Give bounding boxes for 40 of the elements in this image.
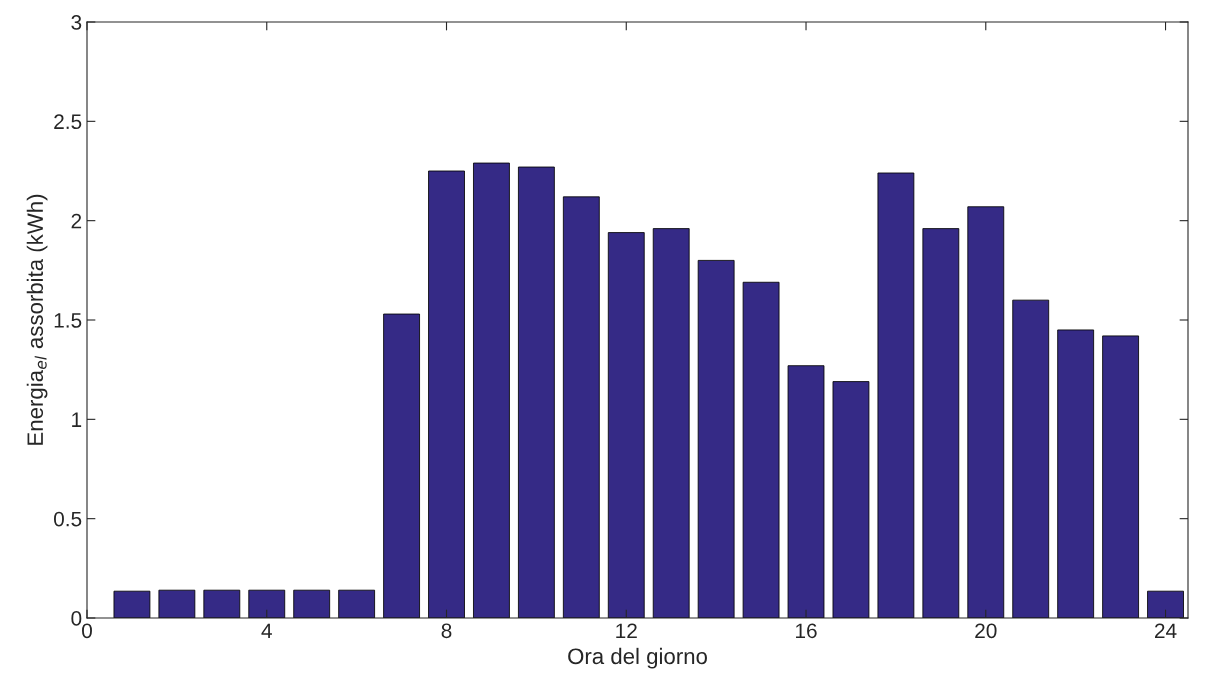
x-tick-label: 8 <box>441 623 452 639</box>
y-axis-title: Energia$_{el}$ assorbita (kWh) <box>26 194 48 445</box>
y-tick-label: 0.5 <box>53 511 82 527</box>
bar <box>158 589 196 618</box>
y-tick-label: 2.5 <box>54 114 82 130</box>
x-tick-label: 0 <box>82 623 92 639</box>
bar <box>383 313 420 618</box>
bar <box>1102 335 1139 618</box>
bar <box>607 232 645 618</box>
bar <box>742 281 780 618</box>
bar <box>517 166 555 618</box>
y-tick-label: 1 <box>72 412 82 427</box>
bar <box>1057 329 1095 618</box>
bar <box>1147 590 1184 618</box>
bar <box>113 590 151 618</box>
bar <box>967 206 1005 618</box>
bar <box>1012 299 1050 618</box>
y-tick-label: 0 <box>71 611 82 626</box>
bar <box>787 365 825 618</box>
bar <box>832 381 870 618</box>
x-tick-label: 20 <box>975 623 997 639</box>
x-tick-label: 16 <box>796 623 817 639</box>
bar <box>697 259 735 618</box>
bar <box>293 589 331 618</box>
x-axis-title: Ora del giorno <box>568 647 707 669</box>
bar <box>877 172 915 618</box>
x-tick-label: 12 <box>616 623 637 638</box>
bar <box>248 589 286 618</box>
y-tick-label: 2 <box>71 213 82 229</box>
bar <box>338 589 376 618</box>
bar <box>203 589 241 618</box>
y-tick-label: 1.5 <box>54 313 82 328</box>
x-tick-label: 4 <box>261 623 272 638</box>
bar <box>428 170 465 618</box>
x-tick-label: 24 <box>1154 623 1177 638</box>
bar <box>473 162 510 618</box>
bar <box>922 228 960 618</box>
bar <box>562 196 600 618</box>
bar <box>652 228 690 618</box>
y-tick-label: 3 <box>71 15 82 30</box>
